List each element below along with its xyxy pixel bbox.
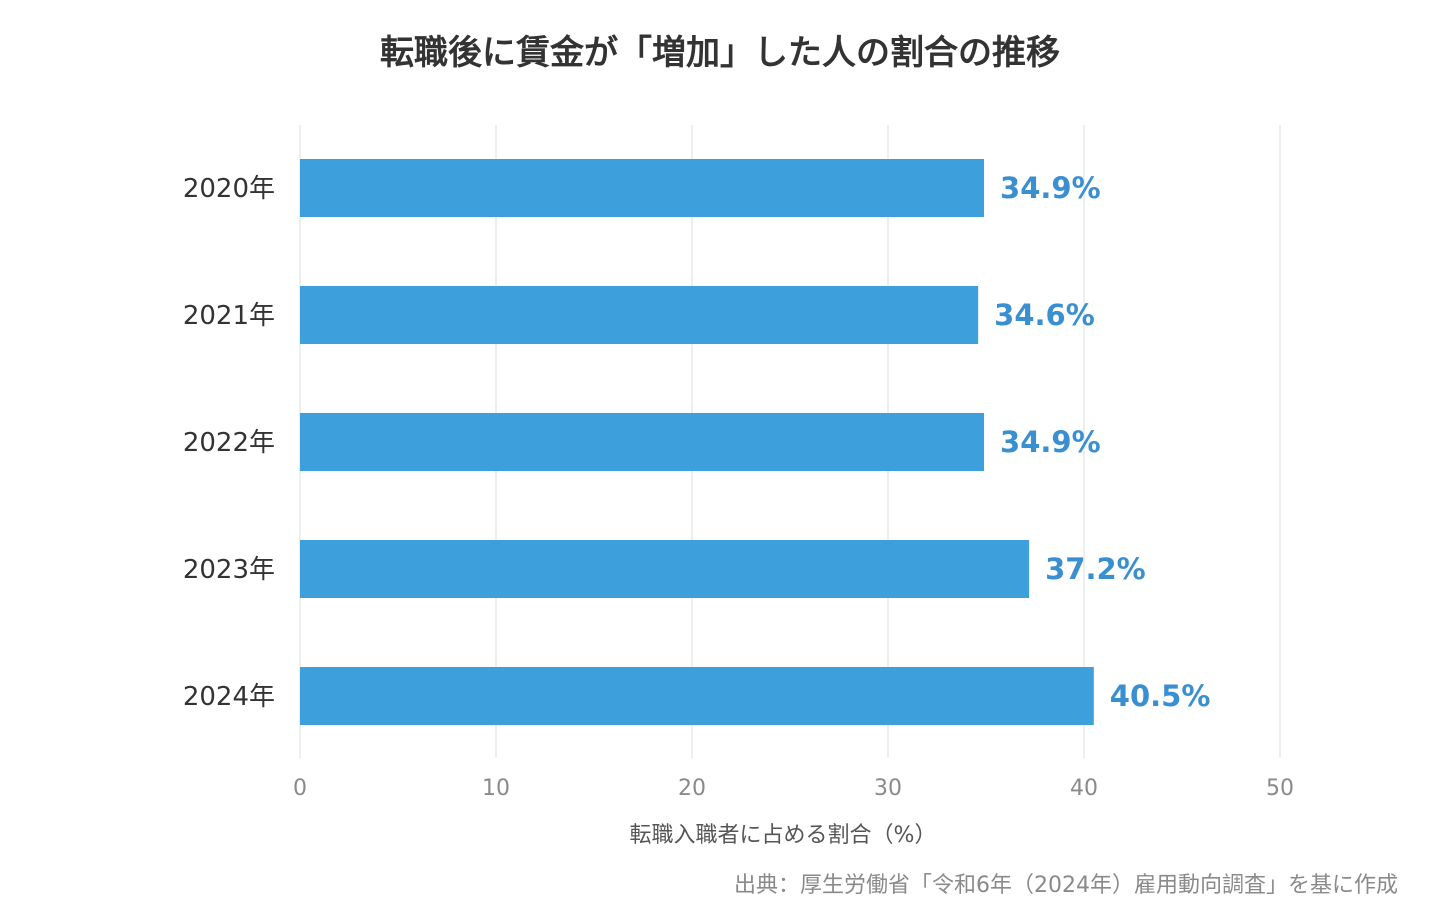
- value-label: 34.6%: [994, 298, 1095, 332]
- value-labels: 34.9% 34.6% 34.9% 37.2% 40.5%: [994, 171, 1210, 713]
- value-label: 37.2%: [1045, 552, 1146, 586]
- bars: [300, 159, 1094, 725]
- value-label: 40.5%: [1110, 679, 1211, 713]
- x-tick-label: 50: [1266, 776, 1294, 801]
- category-labels: 2020年 2021年 2022年 2023年 2024年: [183, 174, 275, 712]
- x-tick-label: 10: [482, 776, 510, 801]
- value-label: 34.9%: [1000, 425, 1101, 459]
- x-axis-title: 転職入職者に占める割合（%）: [630, 823, 937, 848]
- bar: [300, 159, 985, 217]
- category-label: 2020年: [183, 174, 275, 204]
- category-label: 2024年: [183, 682, 275, 712]
- x-tick-label: 20: [678, 776, 706, 801]
- x-tick-label: 0: [293, 776, 307, 801]
- bar: [300, 667, 1094, 725]
- x-tick-label: 40: [1070, 776, 1098, 801]
- chart-title: 転職後に賃金が「増加」した人の割合の推移: [380, 33, 1060, 73]
- category-label: 2022年: [183, 428, 275, 458]
- value-label: 34.9%: [1000, 171, 1101, 205]
- bar: [300, 540, 1030, 598]
- category-label: 2023年: [183, 555, 275, 585]
- bar: [300, 286, 979, 344]
- source-note: 出典：厚生労働省「令和6年（2024年）雇用動向調査」を基に作成: [734, 873, 1398, 898]
- bar: [300, 413, 985, 471]
- x-axis-ticks: 0 10 20 30 40 50: [293, 776, 1294, 801]
- x-tick-label: 30: [874, 776, 902, 801]
- category-label: 2021年: [183, 301, 275, 331]
